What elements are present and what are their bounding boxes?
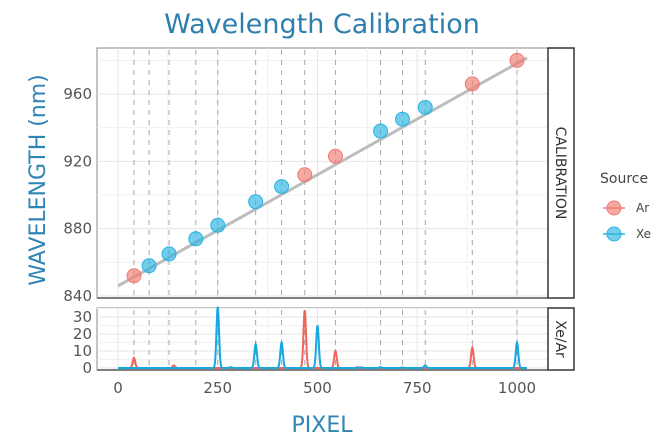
legend-xe-marker-icon bbox=[606, 226, 622, 242]
legend-title: Source bbox=[600, 171, 648, 187]
legend: Source Ar Xe bbox=[600, 171, 651, 242]
point-xe bbox=[248, 194, 264, 210]
point-xe bbox=[417, 99, 433, 115]
spectrum-lines bbox=[118, 306, 527, 369]
x-tick-labels: 0 250 500 750 1000 bbox=[113, 379, 536, 397]
point-xe bbox=[210, 217, 226, 233]
point-ar bbox=[464, 76, 480, 92]
point-ar bbox=[297, 167, 313, 183]
point-ar bbox=[327, 148, 343, 164]
calibration-strip: CALIBRATION bbox=[547, 47, 575, 299]
point-xe bbox=[141, 258, 157, 274]
y-tick-label: 20 bbox=[73, 325, 92, 343]
y-tick-label: 30 bbox=[73, 308, 92, 326]
fit-line bbox=[117, 56, 528, 288]
calibration-strip-label: CALIBRATION bbox=[552, 127, 568, 220]
point-xe bbox=[394, 111, 410, 127]
x-axis-title: PIXEL bbox=[292, 413, 354, 438]
y-tick-label: 840 bbox=[63, 287, 92, 305]
calibration-strip-box bbox=[547, 47, 575, 299]
y-tick-label: 920 bbox=[63, 152, 92, 170]
legend-xe-label: Xe bbox=[636, 227, 651, 241]
calibration-y-tick-labels: 840 880 920 960 bbox=[63, 85, 92, 305]
legend-ar-label: Ar bbox=[636, 201, 649, 215]
x-tick-label: 1000 bbox=[498, 379, 536, 397]
spectrum-strip: Xe/Ar bbox=[547, 307, 575, 371]
legend-item-ar: Ar bbox=[603, 200, 649, 216]
legend-item-xe: Xe bbox=[603, 226, 651, 242]
y-tick-label: 0 bbox=[82, 359, 92, 377]
spectrum-line-xe bbox=[118, 306, 527, 369]
calibration-panel: 840 880 920 960 bbox=[63, 47, 549, 305]
legend-ar-marker-icon bbox=[606, 200, 622, 216]
point-xe bbox=[373, 123, 389, 139]
spectrum-strip-box bbox=[547, 307, 575, 371]
point-ar bbox=[126, 268, 142, 284]
calibration-fit-line bbox=[117, 56, 528, 288]
chart-title: Wavelength Calibration bbox=[164, 9, 480, 40]
x-tick-label: 500 bbox=[303, 379, 332, 397]
point-xe bbox=[161, 246, 177, 262]
point-xe bbox=[188, 231, 204, 247]
x-tick-label: 250 bbox=[203, 379, 232, 397]
point-ar bbox=[509, 52, 525, 68]
y-tick-label: 960 bbox=[63, 85, 92, 103]
y-axis-title: WAVELENGTH (nm) bbox=[26, 74, 51, 286]
y-tick-label: 880 bbox=[63, 220, 92, 238]
calibration-reference-lines bbox=[133, 50, 518, 298]
point-xe bbox=[274, 179, 290, 195]
x-tick-label: 750 bbox=[403, 379, 432, 397]
spectrum-strip-label: Xe/Ar bbox=[552, 320, 568, 358]
calibration-grid bbox=[97, 48, 548, 298]
calibration-points bbox=[126, 52, 525, 284]
x-tick-label: 0 bbox=[113, 379, 123, 397]
y-tick-label: 10 bbox=[73, 342, 92, 360]
